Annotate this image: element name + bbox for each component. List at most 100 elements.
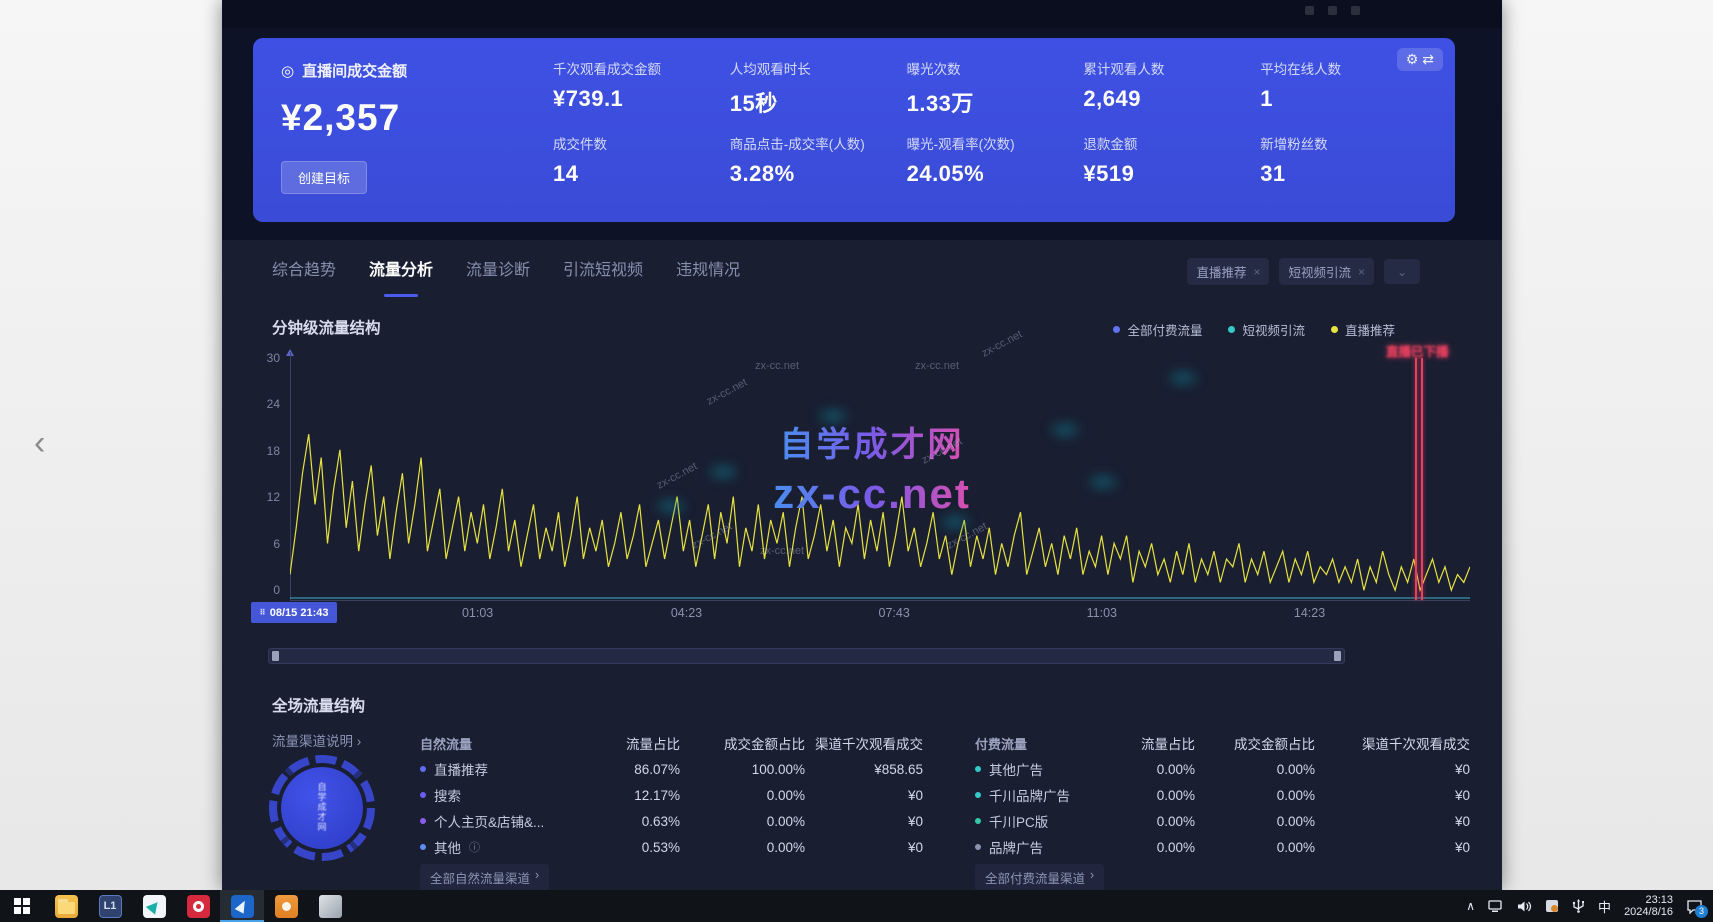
channel-dot bbox=[420, 766, 426, 772]
taskbar-app-browser-red[interactable] bbox=[176, 890, 220, 922]
watermark-site: zx-cc.net bbox=[773, 470, 971, 517]
channel-dot bbox=[975, 844, 981, 850]
primary-metric-label-row: ◎ 直播间成交金额 bbox=[281, 60, 531, 81]
metric-cell: 曝光次数 1.33万 bbox=[906, 62, 974, 116]
channel-dot bbox=[420, 818, 426, 824]
taskbar-app-l1[interactable]: L1 bbox=[88, 890, 132, 922]
clock-time: 23:13 bbox=[1645, 893, 1673, 906]
table-row-channel[interactable]: 千川品牌广告 bbox=[975, 785, 1125, 805]
watermark-tile: zx-cc.net bbox=[979, 328, 1025, 360]
notification-center-button[interactable]: 3 bbox=[1686, 899, 1708, 918]
table-row-channel[interactable]: 搜索 bbox=[420, 785, 590, 805]
network-icon[interactable] bbox=[1488, 899, 1504, 913]
taskbar-app-active-cursor[interactable] bbox=[220, 890, 264, 922]
video-artifact bbox=[1090, 476, 1116, 488]
tray-expand-chevron[interactable]: ∧ bbox=[1466, 899, 1476, 913]
metric-cell: 人均观看时长 15秒 bbox=[729, 62, 811, 116]
legend-item-paid[interactable]: 全部付费流量 bbox=[1113, 320, 1202, 339]
red-browser-icon bbox=[186, 894, 210, 918]
table-row-channel[interactable]: 其他广告 bbox=[975, 759, 1125, 779]
watermark-tile: zx-cc.net bbox=[760, 545, 805, 557]
all-paid-channels-link[interactable]: 全部付费流量渠道 › bbox=[975, 864, 1105, 890]
traffic-donut-chart[interactable]: 自学成才网 bbox=[266, 752, 378, 864]
donut-watermark: 自学成才网 bbox=[316, 782, 327, 832]
create-goal-button[interactable]: 创建目标 bbox=[281, 161, 368, 194]
marker-label: 直播已下播 bbox=[1385, 345, 1449, 359]
close-icon[interactable]: × bbox=[1253, 264, 1261, 279]
swap-icon[interactable]: ⇄ bbox=[1422, 51, 1434, 67]
tray-app-icon[interactable] bbox=[1545, 899, 1559, 913]
filter-tag-short-video[interactable]: 短视频引流 × bbox=[1279, 258, 1374, 285]
scrollbar-left-handle[interactable] bbox=[272, 651, 279, 661]
filter-tag-live-recommend[interactable]: 直播推荐 × bbox=[1187, 258, 1270, 285]
all-natural-channels-link[interactable]: 全部自然流量渠道 › bbox=[420, 864, 550, 890]
time-range-scrollbar[interactable] bbox=[268, 648, 1345, 664]
tab-short-video[interactable]: 引流短视频 bbox=[563, 262, 644, 279]
x-axis-labels: 01:03 04:23 07:43 11:03 14:23 bbox=[461, 606, 1326, 620]
metric-cell: 新增粉丝数 31 bbox=[1260, 137, 1328, 186]
table-row-channel[interactable]: 千川PC版 bbox=[975, 811, 1125, 831]
prev-arrow-button[interactable]: ‹ bbox=[34, 424, 46, 462]
video-artifact bbox=[1170, 372, 1196, 384]
channel-filter-tags: 直播推荐 × 短视频引流 × ⌄ bbox=[1187, 258, 1420, 285]
metric-cell: 平均在线人数 1 bbox=[1260, 62, 1342, 111]
live-stats-card: ◎ 直播间成交金额 ¥2,357 创建目标 千次观看成交金额 ¥739.1 人均… bbox=[253, 38, 1455, 222]
metrics-grid: 千次观看成交金额 ¥739.1 人均观看时长 15秒 曝光次数 1.33万 累计… bbox=[553, 58, 1437, 208]
taskbar-app-notes[interactable] bbox=[308, 890, 352, 922]
watermark-brand: 自学成才网 bbox=[780, 425, 965, 464]
card-action-buttons: ⚙ ⇄ bbox=[1396, 48, 1443, 71]
windows-logo-icon bbox=[14, 898, 30, 914]
legend-item-live-recommend[interactable]: 直播推荐 bbox=[1330, 320, 1395, 339]
video-artifact bbox=[658, 500, 684, 512]
chevron-right-icon: › bbox=[356, 734, 362, 749]
tab-violations[interactable]: 违规情况 bbox=[676, 262, 741, 279]
chevron-right-icon: › bbox=[535, 868, 540, 882]
watermark-tile: zx-cc.net bbox=[915, 360, 960, 372]
channel-filter-dropdown[interactable]: ⌄ bbox=[1384, 259, 1420, 284]
cursor-app-icon bbox=[230, 894, 254, 918]
start-button[interactable] bbox=[0, 890, 44, 922]
table-row-channel[interactable]: 品牌广告 bbox=[975, 837, 1125, 857]
channel-dot bbox=[420, 792, 426, 798]
l1-app-icon: L1 bbox=[98, 894, 122, 918]
table-row-channel[interactable]: 个人主页&店铺&... bbox=[420, 811, 590, 831]
legend-item-short-video[interactable]: 短视频引流 bbox=[1228, 320, 1305, 339]
channel-help-link[interactable]: 流量渠道说明 › bbox=[272, 734, 362, 749]
tab-traffic-analysis[interactable]: 流量分析 bbox=[369, 256, 433, 288]
table-row-channel[interactable]: 直播推荐 bbox=[420, 759, 590, 779]
speaker-icon[interactable] bbox=[1517, 900, 1532, 913]
info-icon[interactable]: ⓘ bbox=[469, 842, 480, 854]
stream-end-marker: 直播已下播 bbox=[1386, 345, 1449, 600]
gear-icon[interactable]: ⚙ bbox=[1405, 51, 1419, 67]
traffic-section-title: 全场流量结构 bbox=[272, 698, 366, 715]
time-range-start-handle[interactable]: ⠿ 08/15 21:43 bbox=[251, 602, 337, 623]
legend-dot bbox=[1228, 326, 1236, 333]
tab-traffic-diagnosis[interactable]: 流量诊断 bbox=[466, 262, 531, 279]
video-artifact bbox=[942, 516, 968, 528]
window-top-strip bbox=[222, 0, 1502, 28]
chevron-right-icon: › bbox=[1090, 868, 1095, 882]
windows-taskbar: L1 ∧ 中 23:13 2024/8/16 3 bbox=[0, 890, 1713, 922]
close-icon[interactable]: × bbox=[1357, 264, 1365, 279]
tab-overall-trend[interactable]: 综合趋势 bbox=[272, 262, 337, 279]
natural-traffic-table: 自然流量 流量占比 成交金额占比 渠道千次观看成交 直播推荐 86.07% 10… bbox=[420, 736, 923, 857]
site-watermark: 自学成才网 zx-cc.net bbox=[773, 425, 971, 517]
metric-cell: 累计观看人数 2,649 bbox=[1083, 62, 1165, 111]
legend-dot bbox=[1113, 326, 1121, 333]
usb-icon[interactable] bbox=[1572, 899, 1585, 913]
marker-line bbox=[1415, 358, 1417, 600]
taskbar-clock[interactable]: 23:13 2024/8/16 bbox=[1624, 894, 1673, 919]
legend-dot bbox=[1330, 326, 1338, 333]
chevron-down-icon: ⌄ bbox=[1396, 264, 1408, 279]
taskbar-app-teal[interactable] bbox=[132, 890, 176, 922]
taskbar-app-orange[interactable] bbox=[264, 890, 308, 922]
channel-dot bbox=[975, 766, 981, 772]
x-axis-line bbox=[290, 600, 1470, 601]
scrollbar-right-handle[interactable] bbox=[1334, 651, 1341, 661]
table-row-channel[interactable]: 其他 ⓘ bbox=[420, 837, 590, 857]
ime-indicator[interactable]: 中 bbox=[1598, 899, 1612, 915]
file-explorer-button[interactable] bbox=[44, 890, 88, 922]
metric-cell: 商品点击-成交率(人数) 3.28% bbox=[729, 137, 865, 186]
chart-legend: 全部付费流量 短视频引流 直播推荐 bbox=[1113, 320, 1395, 339]
